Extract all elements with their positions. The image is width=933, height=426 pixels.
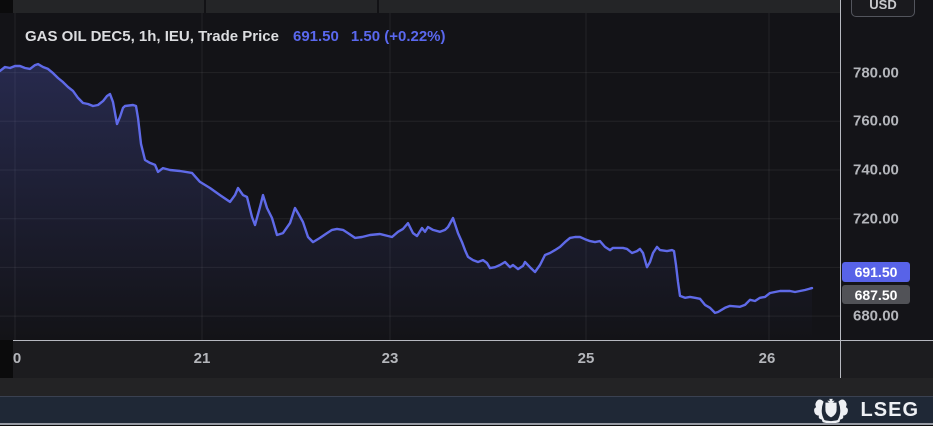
- series-line: [0, 62, 814, 315]
- time-tick-label: 0: [12, 350, 22, 367]
- time-tick-label: 25: [577, 350, 595, 367]
- chart-legend[interactable]: GAS OIL DEC5, 1h, IEU, Trade Price 691.50…: [25, 28, 446, 45]
- time-tick-label: 21: [193, 350, 211, 367]
- price-tick-label: 680.00: [853, 307, 899, 325]
- price-tick-label: 720.00: [853, 210, 899, 228]
- time-tick-label: 23: [381, 350, 399, 367]
- price-tick-label: 780.00: [853, 64, 899, 82]
- lseg-logo: LSEG: [810, 397, 919, 423]
- price-tick-label: 740.00: [853, 161, 899, 179]
- price-tick-label: 760.00: [853, 112, 899, 130]
- secondary-price-badge: 687.50: [842, 285, 910, 304]
- price-change-value: 1.50 (+0.22%): [350, 28, 446, 45]
- currency-unit-tag[interactable]: USD: [851, 0, 915, 17]
- bottom-spacer-band: [0, 378, 933, 396]
- symbol-title: GAS OIL DEC5, 1h, IEU, Trade Price: [25, 28, 279, 45]
- price-axis[interactable]: USD 691.50 687.50 780.00 760.00 740.00 720.…: [841, 0, 933, 340]
- series-area-fill: [0, 64, 812, 340]
- lseg-crest-icon: [813, 398, 848, 423]
- lseg-brand-text: LSEG: [860, 399, 919, 421]
- toolbar-divider: [204, 0, 206, 13]
- toolbar-divider: [377, 0, 379, 13]
- bottom-edge-line: [0, 423, 933, 425]
- time-axis[interactable]: 0 21 23 25 26: [13, 340, 933, 378]
- last-price-value: 691.50: [292, 28, 339, 45]
- cropped-toolbar-strip: [13, 0, 840, 13]
- axis-separator-line: [840, 0, 841, 378]
- chart-plot-area[interactable]: [0, 13, 840, 340]
- current-price-badge: 691.50: [842, 262, 910, 282]
- footer-brand-bar: LSEG: [0, 396, 933, 423]
- price-line-chart[interactable]: [0, 0, 840, 340]
- time-tick-label: 26: [758, 350, 776, 367]
